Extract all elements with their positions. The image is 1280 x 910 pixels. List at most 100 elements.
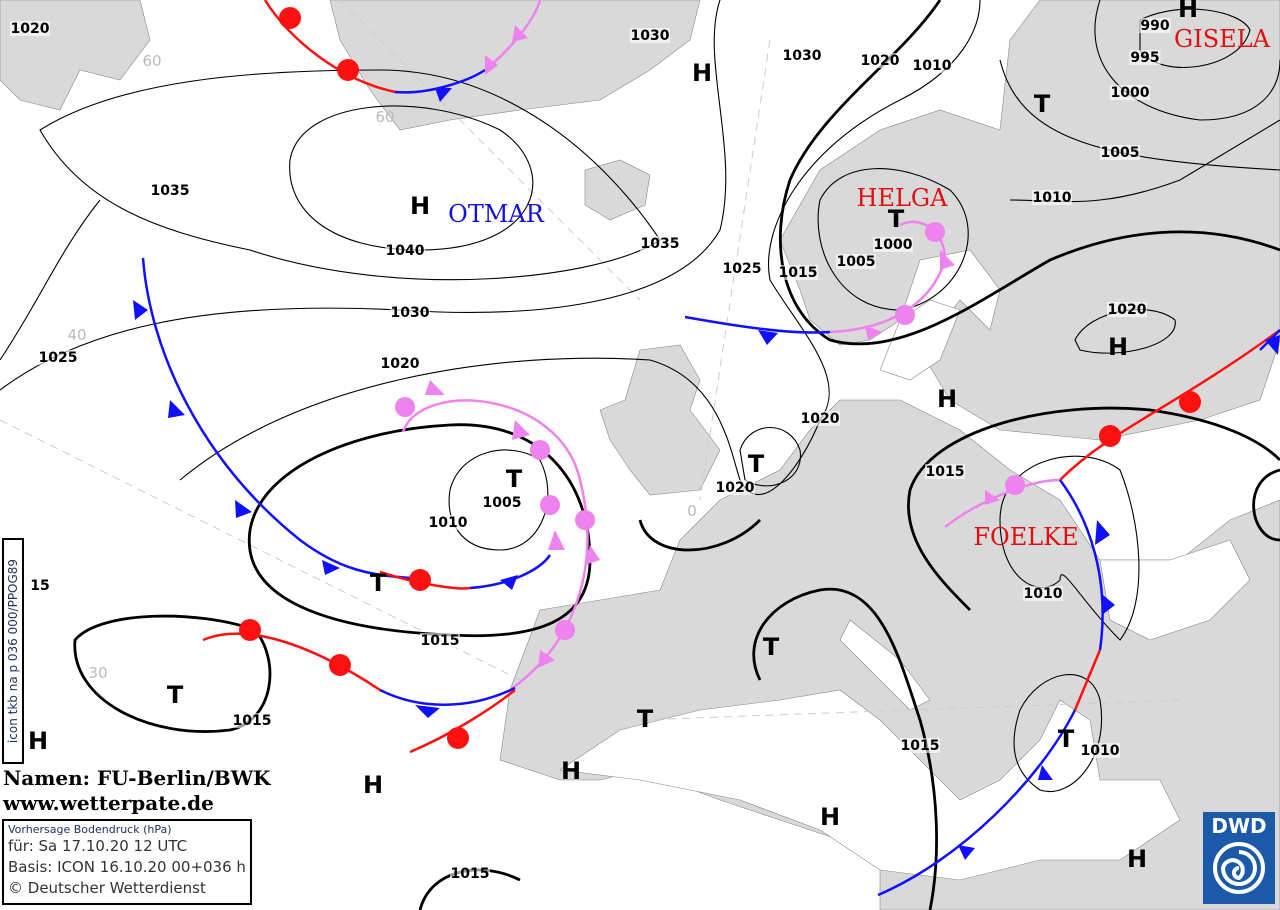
isobar-label: 1015 [901, 738, 940, 754]
warm-front-aegean [1073, 649, 1102, 711]
scandinavia-russia [779, 0, 1280, 441]
pressure-center-high: H [820, 803, 840, 831]
cold-front-azores [379, 686, 516, 706]
isobar-label: 1000 [1111, 85, 1150, 101]
greenland-east [329, 0, 701, 131]
cold-front-greenland [394, 68, 486, 94]
isobar-label: 1020 [381, 356, 420, 372]
model-basis: Basis: ICON 16.10.20 00+036 h [8, 858, 246, 876]
storm-name: FOELKE [973, 523, 1078, 551]
pressure-center-low: T [637, 705, 654, 733]
chart-title: Vorhersage Bodendruck (hPa) [8, 823, 172, 836]
isobar-label: 1030 [783, 48, 822, 64]
latitude-labels: 60 60 40 30 0 [67, 52, 696, 682]
info-box: Vorhersage Bodendruck (hPa) für: Sa 17.1… [2, 819, 252, 905]
isobar-label: 1035 [641, 236, 680, 252]
latitude-label: 40 [67, 326, 86, 344]
cold-front-aegean [877, 709, 1077, 897]
latitude-label: 60 [375, 108, 394, 126]
isobar-1015-france [638, 519, 761, 552]
occlusion-foelke [944, 478, 1061, 528]
cold-front-atlantic-2 [469, 554, 552, 590]
storm-name: GISELA [1174, 25, 1271, 53]
swirl-icon [1213, 842, 1265, 894]
isobar-label: 995 [1130, 50, 1159, 66]
isobar-label: 1005 [1101, 145, 1140, 161]
credit: Namen: FU-Berlin/BWK www.wetterpate.de [3, 766, 271, 816]
isobar-1015-azores [73, 614, 272, 733]
cold-front-atlantic [141, 257, 411, 580]
pressure-center-low: T [888, 205, 905, 233]
isobar-label: 1020 [861, 53, 900, 69]
pressure-center-low: T [748, 450, 765, 478]
warm-front-iberia [409, 689, 516, 754]
black-sea [1099, 539, 1251, 641]
pressure-center-high: H [561, 757, 581, 785]
isobar-label: 1000 [874, 237, 913, 253]
isobar-label: 15 [30, 578, 49, 594]
pressure-center-low: T [167, 681, 184, 709]
pressure-center-high: H [363, 771, 383, 799]
pressure-center-low: T [506, 465, 523, 493]
pressure-center-low: T [370, 569, 387, 597]
british-isles [599, 344, 721, 496]
pressure-center-high: H [1127, 845, 1147, 873]
isobar-label: 1025 [39, 350, 78, 366]
pressure-center-low: T [1058, 725, 1075, 753]
website-link[interactable]: www.wetterpate.de [3, 791, 214, 815]
mediterranean [559, 689, 1181, 881]
warm-front-east [1059, 328, 1280, 481]
isobar-1015-scandinavia [779, 0, 1280, 346]
warm-front-azores [202, 632, 381, 692]
isobar-label: 1030 [391, 305, 430, 321]
valid-time: für: Sa 17.10.20 12 UTC [8, 837, 188, 855]
isobar-label: 1030 [631, 28, 670, 44]
cold-front-north-sea [684, 315, 831, 334]
latitude-label: 60 [142, 52, 161, 70]
latitude-label: 0 [687, 502, 697, 520]
isobar-label: 1005 [483, 495, 522, 511]
isobar-1015-europe [752, 468, 1280, 910]
names-credit: Namen: FU-Berlin/BWK [3, 766, 271, 790]
isobar-label: 1015 [779, 265, 818, 281]
pressure-center-low: T [763, 633, 780, 661]
pressure-center-high: H [410, 192, 430, 220]
storm-name: HELGA [857, 184, 949, 212]
pressure-center-high: H [937, 385, 957, 413]
graticule [0, 0, 1181, 721]
run-id-box: icon tkb na p 036 000/PPOG89 [2, 538, 24, 764]
warm-front-atlantic [379, 570, 471, 590]
isobar-label: 1010 [1024, 586, 1063, 602]
isobar-label: 1005 [837, 254, 876, 270]
isobar-label: 1025 [723, 261, 762, 277]
isobar-label: 1010 [1081, 743, 1120, 759]
isobar-label: 1020 [801, 411, 840, 427]
isobar-label: 990 [1140, 18, 1169, 34]
pressure-center-high: H [692, 59, 712, 87]
isobar-label: 1020 [11, 21, 50, 37]
iceland [584, 159, 651, 221]
front-symbols [133, 7, 1280, 860]
pressure-center-low: T [1034, 90, 1051, 118]
run-id: icon tkb na p 036 000/PPOG89 [6, 558, 20, 744]
isobar-label: 1015 [421, 633, 460, 649]
isobar-label: 1020 [1108, 302, 1147, 318]
dwd-logo-text: DWD [1211, 814, 1267, 838]
pressure-centers: H H T T H H T T T T T T H H H H T H H [28, 0, 1198, 873]
isobar-label: 1010 [913, 58, 952, 74]
isobar-label: 1015 [926, 464, 965, 480]
pressure-center-high: H [1108, 333, 1128, 361]
storm-names: OTMAR HELGA GISELA FOELKE [448, 25, 1270, 551]
isobar-label: 1015 [233, 713, 272, 729]
pressure-center-high: H [1178, 0, 1198, 23]
isobar-label: 1010 [429, 515, 468, 531]
pressure-center-high: H [28, 727, 48, 755]
isobar-label: 1020 [716, 480, 755, 496]
isobar-1015-east [907, 406, 1280, 611]
isobar-label: 1040 [386, 243, 425, 259]
isobar-label: 1010 [1033, 190, 1072, 206]
isobar-label: 1015 [451, 866, 490, 882]
